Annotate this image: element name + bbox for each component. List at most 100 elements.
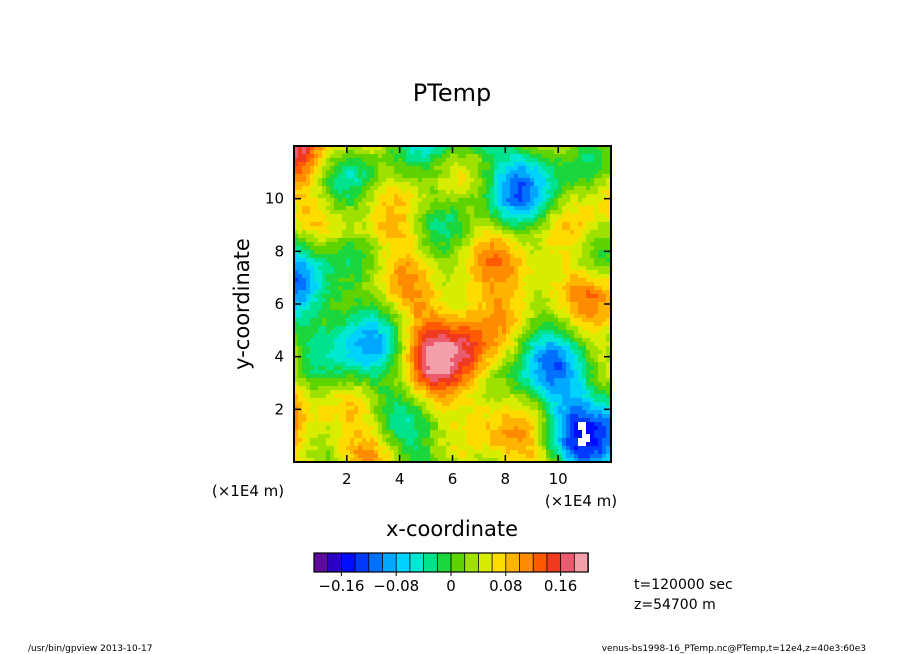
field-cell (310, 294, 315, 299)
field-cell (414, 302, 419, 307)
field-cell (526, 166, 531, 171)
field-cell (554, 258, 559, 263)
field-cell (414, 146, 419, 151)
field-cell (558, 374, 563, 379)
field-cell (534, 294, 539, 299)
field-cell (506, 362, 511, 367)
field-cell (486, 254, 491, 259)
field-cell (554, 386, 559, 391)
field-cell (510, 390, 515, 395)
field-cell (370, 150, 375, 155)
field-cell (442, 338, 447, 343)
field-cell (514, 146, 519, 151)
field-cell (530, 238, 535, 243)
field-cell (330, 174, 335, 179)
field-cell (502, 286, 507, 291)
field-cell (510, 318, 515, 323)
field-cell (506, 282, 511, 287)
field-cell (442, 302, 447, 307)
field-cell (314, 158, 319, 163)
field-cell (346, 358, 351, 363)
field-cell (546, 190, 551, 195)
field-cell (558, 298, 563, 303)
field-cell (322, 258, 327, 263)
field-cell (370, 238, 375, 243)
field-cell (350, 374, 355, 379)
field-cell (374, 158, 379, 163)
field-cell (526, 254, 531, 259)
field-cell (494, 262, 499, 267)
field-cell (538, 302, 543, 307)
field-cell (314, 274, 319, 279)
field-cell (462, 374, 467, 379)
field-cell (446, 198, 451, 203)
field-cell (386, 298, 391, 303)
field-cell (430, 278, 435, 283)
field-cell (598, 266, 603, 271)
field-cell (578, 370, 583, 375)
field-cell (438, 354, 443, 359)
field-cell (294, 190, 299, 195)
field-cell (386, 350, 391, 355)
field-cell (554, 250, 559, 255)
field-cell (594, 162, 599, 167)
field-cell (458, 382, 463, 387)
field-cell (602, 314, 607, 319)
field-cell (546, 366, 551, 371)
field-cell (590, 182, 595, 187)
field-cell (470, 246, 475, 251)
field-cell (538, 290, 543, 295)
field-cell (426, 194, 431, 199)
field-cell (470, 210, 475, 215)
field-cell (522, 210, 527, 215)
field-cell (334, 386, 339, 391)
field-cell (570, 158, 575, 163)
field-cell (442, 366, 447, 371)
field-cell (326, 342, 331, 347)
field-cell (310, 206, 315, 211)
field-cell (462, 218, 467, 223)
field-cell (330, 382, 335, 387)
field-cell (586, 378, 591, 383)
field-cell (534, 354, 539, 359)
field-cell (426, 298, 431, 303)
field-cell (502, 242, 507, 247)
field-cell (606, 242, 611, 247)
field-cell (470, 178, 475, 183)
field-cell (390, 370, 395, 375)
field-cell (438, 366, 443, 371)
field-cell (406, 254, 411, 259)
field-cell (574, 214, 579, 219)
field-cell (590, 226, 595, 231)
field-cell (574, 174, 579, 179)
field-cell (366, 170, 371, 175)
field-cell (594, 238, 599, 243)
field-cell (590, 278, 595, 283)
field-cell (366, 210, 371, 215)
field-cell (422, 350, 427, 355)
field-cell (482, 266, 487, 271)
field-cell (418, 242, 423, 247)
field-cell (298, 238, 303, 243)
field-cell (302, 226, 307, 231)
field-cell (366, 298, 371, 303)
field-cell (574, 286, 579, 291)
field-cell (354, 294, 359, 299)
field-cell (306, 298, 311, 303)
field-cell (394, 282, 399, 287)
field-cell (526, 390, 531, 395)
field-cell (514, 298, 519, 303)
field-cell (322, 214, 327, 219)
field-cell (394, 238, 399, 243)
field-cell (406, 146, 411, 151)
field-cell (366, 378, 371, 383)
field-cell (490, 342, 495, 347)
field-cell (510, 350, 515, 355)
field-cell (402, 390, 407, 395)
field-cell (598, 242, 603, 247)
field-cell (310, 274, 315, 279)
field-cell (594, 186, 599, 191)
field-cell (562, 322, 567, 327)
field-cell (546, 350, 551, 355)
field-cell (374, 342, 379, 347)
